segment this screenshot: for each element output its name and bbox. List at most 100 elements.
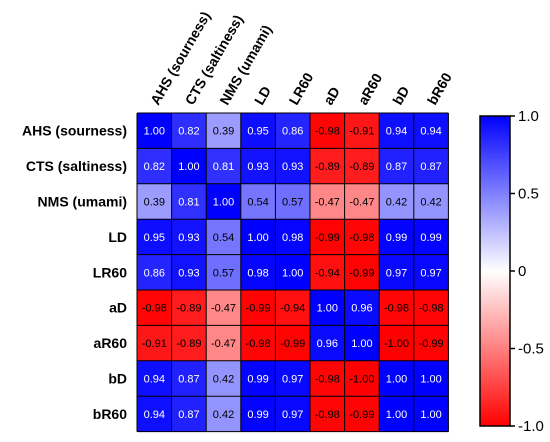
heatmap-cell <box>344 254 380 291</box>
heatmap-cell <box>379 360 415 397</box>
heatmap-cell <box>275 360 311 397</box>
cell-value-label: 0.57 <box>213 267 234 279</box>
row-label: CTS (saltiness) <box>26 158 127 174</box>
column-label: bD <box>389 83 412 107</box>
cell-value-label: 0.42 <box>386 197 407 209</box>
cell-value-label: 0.87 <box>386 161 407 173</box>
cell-value-label: 0.39 <box>213 126 234 138</box>
cell-value-label: 0.54 <box>213 232 234 244</box>
heatmap-cell <box>379 254 415 291</box>
column-label: LD <box>251 83 274 107</box>
heatmap-cell <box>310 219 345 255</box>
cell-value-label: -0.47 <box>211 303 236 315</box>
cell-value-label: -0.98 <box>142 303 167 315</box>
cell-value-label: 0.42 <box>420 197 441 209</box>
heatmap-cell <box>137 148 172 185</box>
row-label: LR60 <box>93 264 127 280</box>
row-label: LD <box>108 229 127 245</box>
heatmap-grid <box>136 112 449 433</box>
heatmap-cell <box>137 360 172 397</box>
heatmap-cell <box>240 325 276 362</box>
heatmap-cell <box>137 219 172 255</box>
heatmap-cell <box>206 290 242 326</box>
cell-value-label: 0.95 <box>144 232 165 244</box>
row-label: bD <box>108 371 127 387</box>
cell-value-label: -0.99 <box>315 232 340 244</box>
column-labels: AHS (sourness)CTS (saltiness)NMS (umami)… <box>147 9 455 108</box>
heatmap-cell <box>275 396 311 432</box>
heatmap-cell <box>171 396 207 432</box>
heatmap-cell <box>413 148 449 185</box>
cell-value-label: -0.99 <box>349 409 374 421</box>
heatmap-cell <box>137 396 172 432</box>
heatmap-cell <box>310 148 345 185</box>
cell-value-label: 1.00 <box>213 197 234 209</box>
heatmap-cell <box>240 183 276 220</box>
cell-value-label: 0.94 <box>386 126 407 138</box>
heatmap-cell <box>206 325 242 362</box>
cell-value-label: 0.93 <box>282 161 303 173</box>
heatmap-cell <box>310 183 345 220</box>
heatmap-cell <box>379 148 415 185</box>
cell-value-label: 0.97 <box>282 409 303 421</box>
heatmap-cell <box>413 360 449 397</box>
cell-value-label: -0.98 <box>349 232 374 244</box>
cell-value-label: 0.87 <box>420 161 441 173</box>
cell-value-label: 0.81 <box>178 197 199 209</box>
heatmap-cell <box>275 219 311 255</box>
cell-value-label: -0.94 <box>315 267 340 279</box>
heatmap-cell <box>171 360 207 397</box>
cell-value-label: -0.91 <box>142 338 167 350</box>
heatmap-cell <box>275 290 311 326</box>
heatmap-cell <box>240 396 276 432</box>
heatmap-cell <box>275 148 311 185</box>
heatmap-cell <box>379 183 415 220</box>
heatmap-cell <box>310 325 345 362</box>
heatmap-cell <box>240 290 276 326</box>
cell-value-label: 1.00 <box>351 338 372 350</box>
cell-value-label: 0.94 <box>144 409 165 421</box>
heatmap-cell <box>413 396 449 432</box>
heatmap-cell <box>240 254 276 291</box>
cell-value-label: -0.98 <box>315 374 340 386</box>
heatmap-cell <box>137 254 172 291</box>
row-label: aR60 <box>94 335 128 351</box>
cell-value-label: -1.00 <box>384 338 409 350</box>
cell-value-label: -0.98 <box>419 303 444 315</box>
heatmap-cell <box>206 219 242 255</box>
cell-value-label: 0.96 <box>351 303 372 315</box>
row-label: bR60 <box>93 406 127 422</box>
cell-value-label: 0.82 <box>144 161 165 173</box>
heatmap-cell <box>379 396 415 432</box>
cell-value-label: -0.89 <box>315 161 340 173</box>
column-label: aR60 <box>355 70 386 107</box>
heatmap-cell <box>344 183 380 220</box>
cell-value-label: 1.00 <box>420 374 441 386</box>
heatmap-cell <box>344 113 380 149</box>
heatmap-cell <box>379 325 415 362</box>
cell-value-label: -0.89 <box>176 303 201 315</box>
heatmap-cell <box>344 148 380 185</box>
cell-value-label: 0.99 <box>420 232 441 244</box>
cell-value-label: 1.00 <box>247 232 268 244</box>
cell-value-label: -0.91 <box>349 126 374 138</box>
heatmap-cell <box>344 360 380 397</box>
cell-value-label: 0.39 <box>144 197 165 209</box>
cell-value-label: -0.89 <box>349 161 374 173</box>
heatmap-cell <box>206 113 242 149</box>
heatmap-cell <box>379 219 415 255</box>
heatmap-cell <box>344 290 380 326</box>
heatmap-cell <box>275 254 311 291</box>
row-label: AHS (sourness) <box>22 123 127 139</box>
cell-value-label: 0.98 <box>247 267 268 279</box>
heatmap-cell <box>240 360 276 397</box>
heatmap-cell <box>206 148 242 185</box>
colorbar-tick-label: 1.0 <box>518 108 539 125</box>
heatmap-cell <box>275 113 311 149</box>
cell-value-label: 1.00 <box>317 303 338 315</box>
cell-value-label: 0.95 <box>247 126 268 138</box>
cell-value-label: 0.86 <box>282 126 303 138</box>
cell-value-label: 0.97 <box>386 267 407 279</box>
cell-value-label: 0.42 <box>213 374 234 386</box>
heatmap-cell <box>310 113 345 149</box>
